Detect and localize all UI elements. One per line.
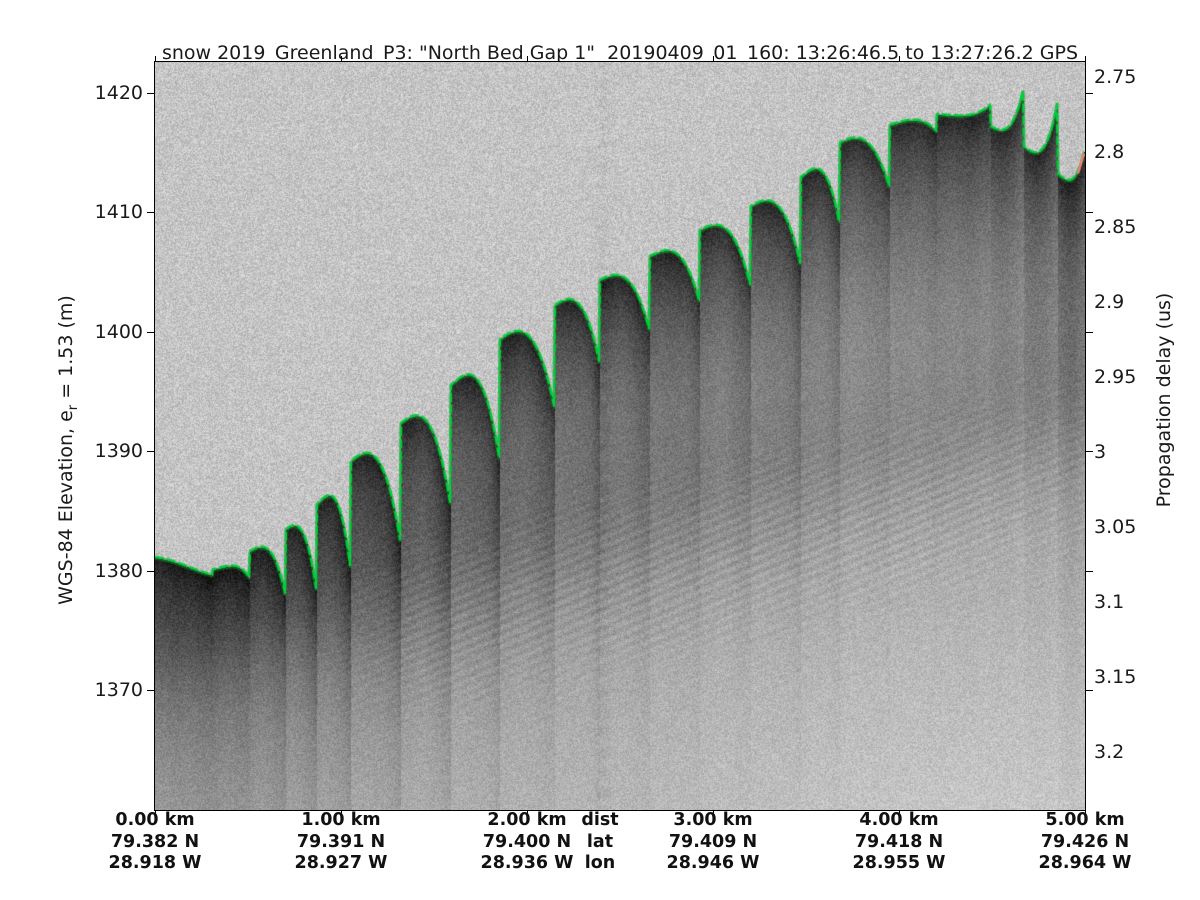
bottom-axis-lat-value: 79.409 N bbox=[668, 831, 758, 852]
bottom-axis-lat-value: 79.418 N bbox=[854, 831, 944, 852]
left-axis-tick bbox=[147, 332, 154, 333]
bottom-axis-dist-value: 4.00 km bbox=[859, 810, 939, 830]
bottom-axis-lon-value: 28.927 W bbox=[294, 853, 388, 873]
left-axis-tick-label: 1410 bbox=[94, 201, 143, 223]
bottom-axis-column: 2.00 km 79.400 N 28.936 W bbox=[462, 810, 592, 875]
bottom-axis-dist-value: 5.00 km bbox=[1045, 810, 1125, 830]
bottom-axis-tick bbox=[155, 811, 156, 818]
top-axis-tick bbox=[899, 56, 900, 61]
plot-title: snow 2019_Greenland_P3: "North Bed Gap 1… bbox=[161, 42, 1079, 64]
right-axis-tick-label: 2.95 bbox=[1094, 366, 1137, 388]
right-axis-mirror-tick bbox=[1086, 212, 1093, 213]
bottom-axis-tick bbox=[527, 811, 528, 818]
bottom-axis-tick bbox=[341, 811, 342, 818]
top-axis-tick bbox=[527, 56, 528, 61]
bottom-axis-column: 3.00 km 79.409 N 28.946 W bbox=[648, 810, 778, 875]
left-axis-tick bbox=[147, 690, 154, 691]
bottom-axis-dist-value: 2.00 km bbox=[487, 810, 567, 830]
top-axis-tick bbox=[1085, 56, 1086, 61]
bottom-axis-lon-value: 28.955 W bbox=[852, 853, 946, 873]
bottom-axis-lat-value: 79.382 N bbox=[110, 831, 200, 852]
left-axis-tick bbox=[147, 571, 154, 572]
left-axis-tick-label: 1400 bbox=[94, 321, 143, 343]
right-axis-mirror-tick bbox=[1086, 690, 1093, 691]
bottom-axis-lat-value: 79.426 N bbox=[1040, 831, 1130, 852]
right-axis-tick-label: 2.8 bbox=[1094, 141, 1125, 163]
plot-frame bbox=[154, 61, 1086, 811]
left-axis-tick-label: 1390 bbox=[94, 440, 143, 462]
bottom-axis-lon-value: 28.918 W bbox=[108, 853, 202, 873]
bottom-axis-tick bbox=[899, 811, 900, 818]
left-axis-tick bbox=[147, 451, 154, 452]
bottom-axis-legend-dist: dist bbox=[581, 810, 619, 830]
top-axis-tick bbox=[713, 56, 714, 61]
right-axis-tick-label: 3.1 bbox=[1094, 591, 1125, 613]
right-axis-mirror-tick bbox=[1086, 93, 1093, 94]
right-axis-tick-label: 2.85 bbox=[1094, 216, 1137, 238]
right-axis-label: Propagation delay (us) bbox=[1153, 292, 1175, 508]
echogram-canvas bbox=[155, 62, 1085, 810]
bottom-axis-legend: dist lat lon bbox=[535, 810, 665, 875]
bottom-axis-legend-lon: lon bbox=[584, 853, 616, 873]
bottom-axis-tick bbox=[713, 811, 714, 818]
top-axis-tick bbox=[155, 56, 156, 61]
bottom-axis-lon-value: 28.936 W bbox=[480, 853, 574, 873]
left-axis-tick-label: 1420 bbox=[94, 82, 143, 104]
right-axis-tick-label: 2.75 bbox=[1094, 66, 1137, 88]
bottom-axis-column: 0.00 km 79.382 N 28.918 W bbox=[90, 810, 220, 875]
bottom-axis-lat-value: 79.391 N bbox=[296, 831, 386, 852]
bottom-axis-lon-value: 28.964 W bbox=[1038, 853, 1132, 873]
left-axis-tick bbox=[147, 212, 154, 213]
left-axis-tick-label: 1380 bbox=[94, 560, 143, 582]
bottom-axis-tick bbox=[1085, 811, 1086, 818]
bottom-axis-dist-value: 0.00 km bbox=[115, 810, 195, 830]
bottom-axis-column: 1.00 km 79.391 N 28.927 W bbox=[276, 810, 406, 875]
right-axis-tick-label: 2.9 bbox=[1094, 291, 1125, 313]
bottom-axis-dist-value: 3.00 km bbox=[673, 810, 753, 830]
right-axis-mirror-tick bbox=[1086, 332, 1093, 333]
bottom-axis-dist-value: 1.00 km bbox=[301, 810, 381, 830]
top-axis-tick bbox=[341, 56, 342, 61]
right-axis-mirror-tick bbox=[1086, 571, 1093, 572]
bottom-axis-lon-value: 28.946 W bbox=[666, 853, 760, 873]
bottom-axis-lat-value: 79.400 N bbox=[482, 831, 572, 852]
bottom-axis-column: 4.00 km 79.418 N 28.955 W bbox=[834, 810, 964, 875]
right-axis-tick-label: 3.2 bbox=[1094, 741, 1125, 763]
left-axis-label-subscript: r bbox=[65, 404, 81, 411]
bottom-axis-legend-lat: lat bbox=[586, 831, 614, 852]
left-axis-tick-label: 1370 bbox=[94, 679, 143, 701]
right-axis-tick-label: 3 bbox=[1094, 441, 1107, 463]
bottom-axis-column: 5.00 km 79.426 N 28.964 W bbox=[1020, 810, 1150, 875]
right-axis-mirror-tick bbox=[1086, 451, 1093, 452]
left-axis-tick bbox=[147, 93, 154, 94]
right-axis-tick-label: 3.05 bbox=[1094, 516, 1137, 538]
left-axis-label-units: = 1.53 (m) bbox=[55, 295, 78, 405]
right-axis-tick-label: 3.15 bbox=[1094, 666, 1137, 688]
